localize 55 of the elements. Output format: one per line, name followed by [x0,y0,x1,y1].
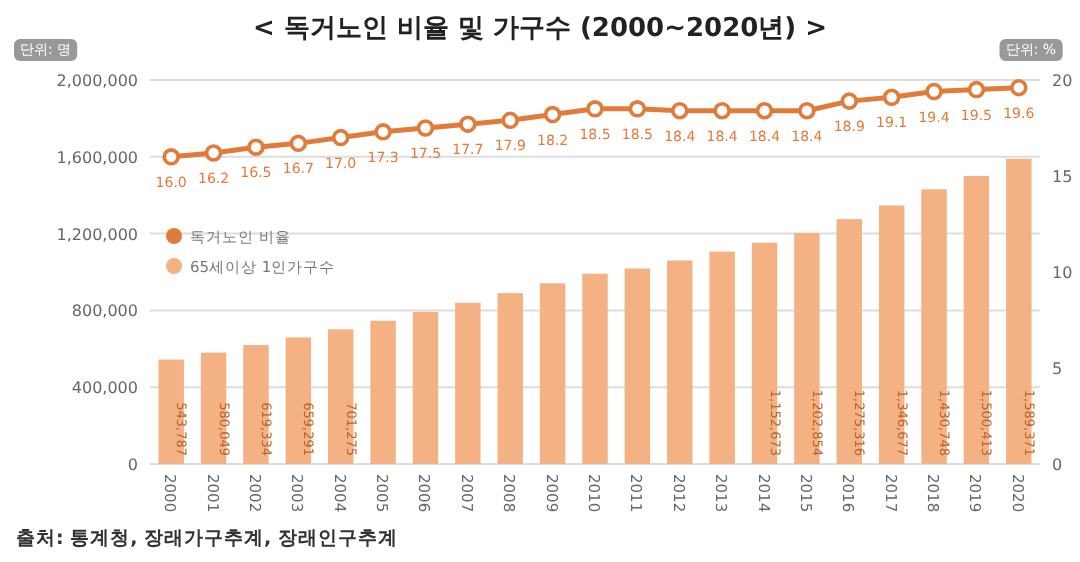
point [925,82,943,101]
bar [497,293,523,464]
bar [624,268,651,464]
y-tick-label: 2,000,000 [56,72,138,90]
bar [1006,158,1032,464]
point [331,128,350,147]
bar [751,242,778,464]
bar [243,345,269,464]
point [543,105,562,124]
y-tick-label: 400,000 [71,379,138,398]
y2-tick-label: 0 [1052,456,1063,474]
bar [285,337,312,464]
point [1010,78,1028,97]
y-tick-label: 0 [127,456,138,474]
bar [412,311,439,464]
point [798,101,816,120]
bar [328,329,354,464]
point [247,138,265,156]
bar [878,205,905,464]
point [713,101,731,120]
bar [963,175,990,464]
point [459,115,477,133]
point [755,101,774,120]
y2-tick-label: 5 [1052,360,1063,378]
bar [582,273,608,464]
bar [836,219,862,464]
bar [158,359,184,464]
point [967,80,986,99]
y2-tick-label: 20 [1052,72,1073,90]
y-tick-label: 800,000 [71,302,138,321]
y-tick-label: 1,600,000 [56,148,138,167]
point [162,148,180,166]
point [628,100,647,118]
source-note: 출처: 통계청, 장래가구추계, 장래인구추계 [16,528,398,550]
point [501,111,519,130]
point [204,144,223,162]
point [416,119,435,137]
point [840,92,859,110]
bar [539,283,566,464]
bar [455,302,481,464]
point [882,88,901,107]
bar [709,251,735,464]
bar [794,233,820,464]
point [586,100,604,118]
bar [370,320,396,464]
y2-tick-label: 10 [1052,264,1073,282]
y-tick-label: 1,200,000 [56,225,138,244]
bar [667,260,693,464]
bar [200,352,227,464]
bar [921,189,947,464]
point [374,123,392,141]
y2-tick-label: 15 [1052,168,1073,186]
point [289,134,308,153]
chart-title: < 독거노인 비율 및 가구수 (2000~2020년) > [252,14,828,44]
point [671,101,689,120]
